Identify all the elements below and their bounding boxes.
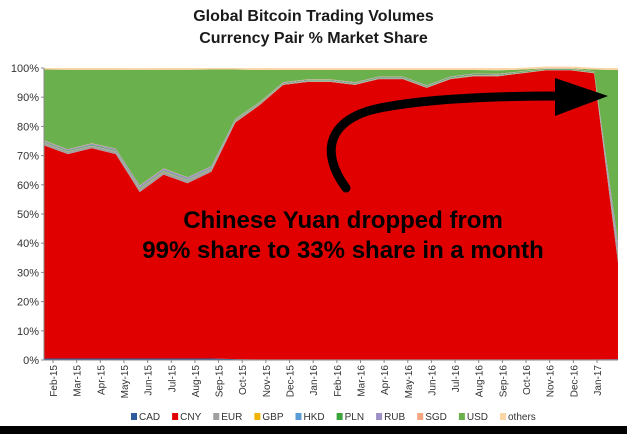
x-tick-label: Mar-15 bbox=[73, 365, 84, 397]
x-tick-label: Feb-16 bbox=[333, 365, 344, 397]
y-tick-label: 80% bbox=[17, 121, 39, 133]
y-tick-label: 30% bbox=[17, 267, 39, 279]
legend-label-hkd: HKD bbox=[304, 412, 325, 423]
x-tick-label: Jan-16 bbox=[309, 365, 320, 396]
y-tick-label: 40% bbox=[17, 238, 39, 250]
area-series-cny bbox=[44, 70, 618, 360]
y-tick-label: 50% bbox=[17, 209, 39, 221]
y-tick-label: 70% bbox=[17, 151, 39, 163]
y-tick-label: 100% bbox=[11, 63, 39, 75]
legend-group: CAD CNY EUR GBP HKD PLN RUB SGD USD others bbox=[131, 412, 536, 423]
x-tick-label: Feb-15 bbox=[49, 365, 60, 397]
x-tick-label: May-15 bbox=[120, 365, 131, 399]
x-tick-label: Nov-16 bbox=[546, 365, 557, 398]
y-tick-label: 90% bbox=[17, 92, 39, 104]
x-tick-label: Sep-16 bbox=[498, 365, 509, 398]
x-tick-label: Jun-15 bbox=[144, 365, 155, 396]
x-tick-label: Oct-15 bbox=[238, 365, 249, 395]
legend-label-gbp: GBP bbox=[262, 412, 283, 423]
annotation-arrowhead bbox=[555, 78, 608, 116]
x-tick-label: Aug-16 bbox=[475, 365, 486, 398]
annotation-line-1: Chinese Yuan dropped from bbox=[183, 207, 503, 234]
legend-swatch-usd bbox=[458, 413, 465, 420]
legend-label-others: others bbox=[508, 412, 536, 423]
legend-swatch-eur bbox=[213, 413, 220, 420]
legend-swatch-hkd bbox=[295, 413, 302, 420]
legend-label-sgd: SGD bbox=[425, 412, 447, 423]
legend-label-usd: USD bbox=[467, 412, 488, 423]
x-tick-label: Jun-16 bbox=[427, 365, 438, 396]
legend-label-rub: RUB bbox=[384, 412, 405, 423]
legend-label-eur: EUR bbox=[221, 412, 242, 423]
legend-swatch-gbp bbox=[254, 413, 261, 420]
x-tick-label: Sep-15 bbox=[215, 365, 226, 398]
y-tick-label: 60% bbox=[17, 180, 39, 192]
legend-swatch-cad bbox=[131, 413, 137, 420]
area-series-usd bbox=[44, 68, 618, 242]
x-tick-label: Jul-15 bbox=[167, 365, 178, 393]
legend-label-cny: CNY bbox=[180, 412, 201, 423]
y-tick-label: 10% bbox=[17, 326, 39, 338]
x-tick-label: Dec-16 bbox=[569, 365, 580, 398]
y-tick-label: 0% bbox=[23, 355, 39, 367]
area-series-others bbox=[44, 66, 618, 71]
x-tick-label: Aug-15 bbox=[191, 365, 202, 398]
area-series-top-remainder bbox=[44, 68, 618, 69]
x-tick-label: Dec-15 bbox=[286, 365, 297, 398]
x-tick-label: Mar-16 bbox=[356, 365, 367, 397]
chart-title: Global Bitcoin Trading Volumes bbox=[193, 8, 434, 25]
x-tick-label: Apr-16 bbox=[380, 365, 391, 395]
legend-swatch-pln bbox=[336, 413, 343, 420]
annotation-line-2: 99% share to 33% share in a month bbox=[142, 237, 543, 264]
bottom-rule bbox=[0, 426, 627, 434]
legend-swatch-rub bbox=[376, 413, 383, 420]
x-tick-label: Apr-15 bbox=[96, 365, 107, 395]
legend-swatch-sgd bbox=[417, 413, 424, 420]
x-tick-label: Nov-15 bbox=[262, 365, 273, 398]
x-tick-label: Jan-17 bbox=[593, 365, 604, 396]
legend-swatch-others bbox=[500, 413, 506, 420]
x-tick-label: Jul-16 bbox=[451, 365, 462, 393]
legend-swatch-cny bbox=[172, 413, 179, 420]
annotation-arrow bbox=[326, 91, 565, 193]
legend-label-pln: PLN bbox=[345, 412, 364, 423]
legend-label-cad: CAD bbox=[139, 412, 160, 423]
x-tick-label: May-16 bbox=[404, 365, 415, 399]
annotation-group: Chinese Yuan dropped from 99% share to 33… bbox=[142, 78, 608, 264]
axes-group: 0% 10% 20% 30% 40% 50% 60% 70% 80% 90% 100% Feb-15 M… bbox=[11, 63, 618, 398]
x-tick-label: Oct-16 bbox=[522, 365, 533, 395]
y-tick-label: 20% bbox=[17, 297, 39, 309]
chart-subtitle: Currency Pair % Market Share bbox=[199, 30, 428, 47]
